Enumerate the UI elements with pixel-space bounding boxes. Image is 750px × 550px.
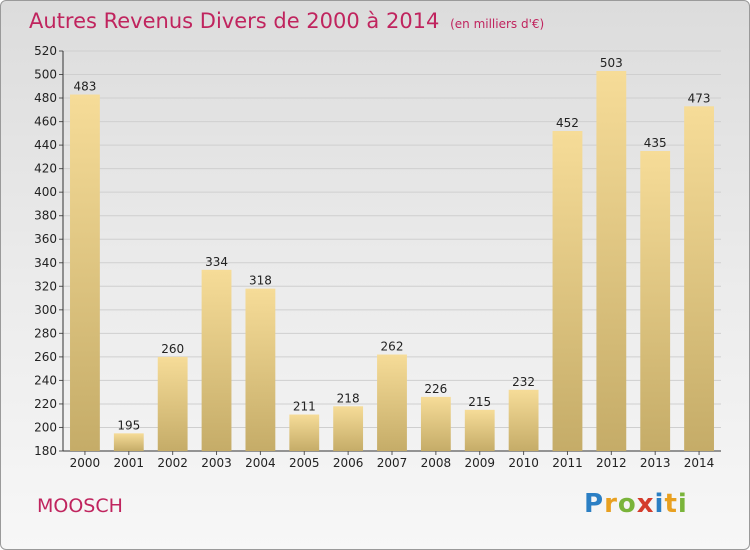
data-label: 452 (556, 116, 579, 130)
y-tick-label: 220 (34, 397, 57, 411)
data-label: 318 (249, 274, 272, 288)
logo-letter: x (636, 489, 655, 519)
x-tick-label: 2003 (201, 456, 232, 470)
bar-2010[interactable] (508, 389, 539, 451)
bar-2009[interactable] (464, 409, 495, 451)
data-labels: 2000 483 2001 195 2002 260 2003 334 2004 318 2005 2… (70, 56, 715, 470)
data-label: 262 (381, 340, 404, 354)
y-tick-label: 280 (34, 326, 57, 340)
x-tick-label: 2008 (421, 456, 452, 470)
logo-letter: P (584, 489, 605, 519)
data-label: 435 (644, 136, 667, 150)
data-label: 226 (424, 382, 447, 396)
x-tick-label: 2013 (640, 456, 671, 470)
y-tick-label: 500 (34, 68, 57, 82)
place-name: MOOSCH (37, 495, 123, 517)
x-tick-label: 2000 (70, 456, 101, 470)
chart-title: Autres Revenus Divers de 2000 à 2014 (29, 9, 440, 33)
y-tick-label: 180 (34, 444, 57, 458)
x-tick-label: 2004 (245, 456, 276, 470)
data-label: 503 (600, 56, 623, 70)
chart-subtitle: (en milliers d'€) (450, 17, 545, 31)
y-tick-label: 360 (34, 232, 57, 246)
data-label: 483 (73, 80, 96, 94)
bar-2011[interactable] (552, 131, 583, 451)
y-tick-label: 340 (34, 256, 57, 270)
bar-2004[interactable] (245, 288, 276, 451)
data-label: 218 (337, 391, 360, 405)
data-label: 260 (161, 342, 184, 356)
y-tick-label: 300 (34, 303, 57, 317)
logo-letter: i (654, 489, 665, 519)
logo-letter: t (664, 489, 678, 519)
bar-2006[interactable] (333, 406, 364, 451)
x-tick-label: 2007 (377, 456, 408, 470)
x-tick-label: 2009 (464, 456, 495, 470)
y-tick-label: 260 (34, 350, 57, 364)
data-label: 473 (688, 91, 711, 105)
bar-2005[interactable] (289, 414, 320, 451)
y-tick-label: 440 (34, 138, 57, 152)
bar-2007[interactable] (377, 354, 407, 451)
y-tick-label: 420 (34, 162, 57, 176)
logo-letter: o (617, 489, 637, 519)
logo-letter: r (604, 489, 618, 519)
x-tick-label: 2010 (508, 456, 539, 470)
logo-letter: i (677, 489, 688, 519)
bar-2002[interactable] (157, 356, 188, 451)
y-tick-label: 460 (34, 115, 57, 129)
x-tick-label: 2002 (157, 456, 188, 470)
y-tick-label: 200 (34, 420, 57, 434)
data-label: 215 (468, 395, 491, 409)
bar-2013[interactable] (640, 151, 671, 451)
bar-2003[interactable] (201, 269, 232, 451)
x-tick-label: 2006 (333, 456, 364, 470)
data-label: 334 (205, 255, 228, 269)
y-tick-label: 320 (34, 279, 57, 293)
bars (70, 71, 714, 451)
y-tick-label: 240 (34, 373, 57, 387)
chart-title-block: Autres Revenus Divers de 2000 à 2014 (en… (29, 9, 544, 33)
x-tick-label: 2005 (289, 456, 320, 470)
bar-2012[interactable] (596, 71, 627, 451)
data-label: 232 (512, 375, 535, 389)
bar-2008[interactable] (420, 396, 451, 451)
bar-2014[interactable] (684, 106, 714, 451)
x-tick-label: 2011 (552, 456, 583, 470)
x-tick-label: 2001 (114, 456, 145, 470)
y-tick-label: 520 (34, 44, 57, 58)
x-tick-label: 2012 (596, 456, 627, 470)
y-tick-label: 480 (34, 91, 57, 105)
bar-2000[interactable] (70, 94, 100, 451)
proxiti-logo[interactable]: Proxiti (584, 489, 688, 519)
y-tick-label: 380 (34, 209, 57, 223)
data-label: 211 (293, 400, 316, 414)
x-tick-label: 2014 (684, 456, 715, 470)
bar-2001[interactable] (113, 433, 144, 451)
y-tick-label: 400 (34, 185, 57, 199)
data-label: 195 (117, 418, 140, 432)
